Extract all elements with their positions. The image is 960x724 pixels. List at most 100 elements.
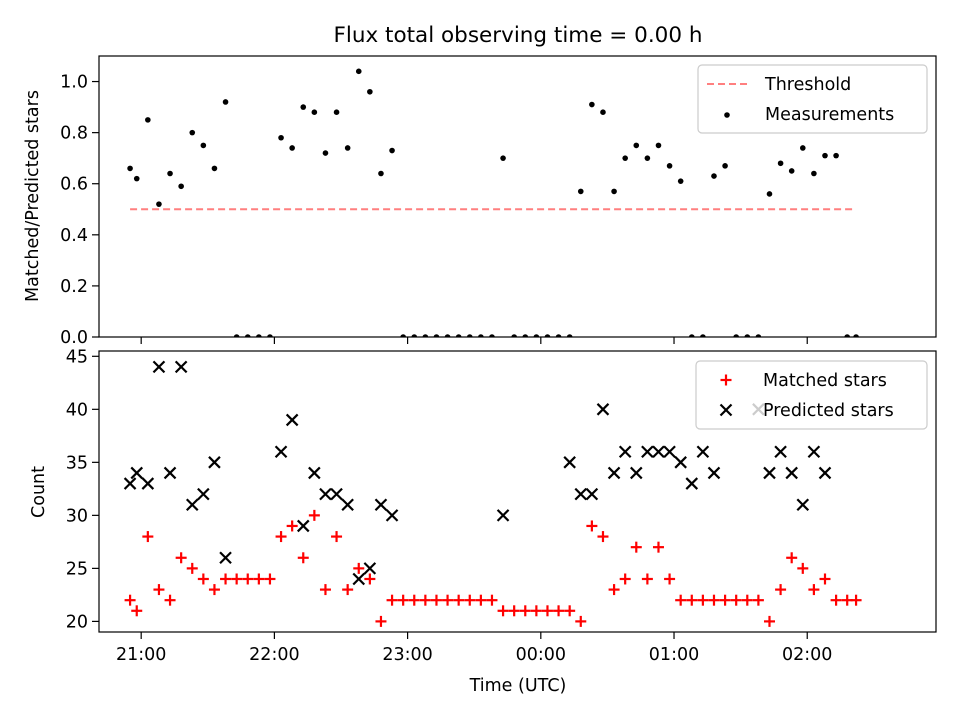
matched-star-point bbox=[231, 573, 243, 585]
bottom-legend-box bbox=[695, 360, 928, 430]
matched-star-point bbox=[819, 573, 831, 585]
matched-star-point bbox=[419, 594, 431, 606]
matched-star-point bbox=[124, 594, 136, 606]
matched-star-point bbox=[364, 573, 376, 585]
top-legend-box bbox=[697, 64, 928, 134]
predicted-star-point bbox=[563, 456, 576, 469]
measurement-point bbox=[522, 334, 529, 337]
top-plot-area bbox=[127, 68, 859, 337]
matched-star-point bbox=[175, 552, 187, 564]
matched-star-point bbox=[619, 573, 631, 585]
matched-star-point bbox=[475, 594, 487, 606]
matched-star-point bbox=[775, 584, 787, 596]
measurement-point bbox=[566, 334, 573, 337]
predicted-star-point bbox=[696, 445, 710, 459]
bottom-x-ticks: 21:00 22:00 23:00 00:00 01:00 02:00 bbox=[116, 632, 832, 665]
bottom-y-tick-label: 20 bbox=[66, 612, 88, 632]
predicted-star-point bbox=[630, 466, 643, 480]
predicted-star-point bbox=[123, 477, 137, 490]
top-legend: Threshold Measurements bbox=[697, 64, 928, 134]
legend-measurements-swatch bbox=[724, 112, 730, 118]
measurement-point bbox=[544, 334, 551, 337]
matched-star-point bbox=[375, 615, 387, 627]
predicted-star-point bbox=[308, 466, 321, 480]
matched-star-point bbox=[786, 552, 798, 564]
matched-star-point bbox=[264, 573, 276, 585]
measurement-point bbox=[311, 109, 318, 115]
measurement-point bbox=[500, 155, 506, 161]
measurement-point bbox=[200, 142, 207, 149]
top-y-tick-label: 0.8 bbox=[60, 124, 88, 144]
matched-star-point bbox=[575, 615, 587, 627]
top-x-ticks bbox=[140, 337, 808, 344]
bottom-y-tick-label: 25 bbox=[66, 559, 88, 579]
predicted-star-point bbox=[618, 445, 632, 459]
measurement-point bbox=[811, 170, 817, 177]
measurement-point bbox=[267, 334, 273, 337]
measurement-point bbox=[127, 165, 133, 172]
bottom-x-tick-label: 02:00 bbox=[782, 645, 832, 665]
matched-star-point bbox=[641, 573, 653, 585]
top-y-tick-label: 0.6 bbox=[60, 175, 88, 195]
legend-measurements-label: Measurements bbox=[765, 105, 894, 125]
measurement-point bbox=[211, 165, 218, 172]
predicted-star-point bbox=[785, 466, 798, 480]
predicted-star-point bbox=[763, 466, 776, 480]
matched-star-point bbox=[386, 594, 398, 606]
measurement-point bbox=[633, 142, 640, 149]
matched-star-point bbox=[319, 584, 331, 596]
measurement-point bbox=[511, 334, 517, 337]
top-y-tick-label: 0.2 bbox=[60, 277, 88, 297]
matched-star-point bbox=[286, 520, 298, 532]
measurement-point bbox=[844, 334, 850, 337]
measurement-point bbox=[389, 147, 395, 154]
top-y-tick-label: 0.0 bbox=[60, 328, 88, 348]
predicted-star-point bbox=[374, 498, 388, 512]
measurement-point bbox=[367, 88, 373, 95]
measurement-point bbox=[422, 334, 429, 337]
bottom-y-axis-label: Count bbox=[29, 466, 49, 518]
measurement-point bbox=[433, 334, 440, 337]
matched-star-point bbox=[464, 594, 476, 606]
measurement-point bbox=[788, 168, 795, 174]
matched-star-point bbox=[541, 605, 553, 617]
matched-star-point bbox=[519, 605, 531, 617]
top-axes-frame bbox=[98, 55, 937, 338]
predicted-star-point bbox=[663, 445, 676, 459]
measurement-point bbox=[853, 334, 859, 337]
measurement-point bbox=[156, 201, 162, 207]
predicted-star-point bbox=[796, 498, 810, 512]
predicted-star-point bbox=[641, 445, 654, 459]
predicted-star-point bbox=[674, 456, 687, 469]
bottom-panel: 20 25 30 35 40 45 21:00 22:00 23:00 00:00 01:00 02… bbox=[29, 347, 937, 696]
top-panel: 0.0 0.2 0.4 0.6 0.8 1.0 Matched/Predicted sta… bbox=[23, 55, 937, 348]
matched-star-point bbox=[797, 562, 809, 574]
measurement-point bbox=[222, 99, 229, 105]
bottom-x-tick-label: 22:00 bbox=[249, 645, 299, 665]
measurement-point bbox=[189, 129, 196, 136]
measurement-point bbox=[822, 152, 828, 159]
measurement-point bbox=[777, 160, 784, 167]
predicted-star-point bbox=[685, 477, 699, 490]
measurement-point bbox=[133, 175, 140, 182]
predicted-star-point bbox=[596, 403, 610, 416]
measurement-point bbox=[478, 334, 484, 337]
top-y-axis-label: Matched/Predicted stars bbox=[23, 90, 43, 302]
matched-star-point bbox=[675, 594, 687, 606]
predicted-star-point bbox=[152, 360, 166, 374]
measurement-point bbox=[466, 334, 473, 337]
measurement-point bbox=[711, 173, 717, 179]
measurement-point bbox=[489, 334, 495, 337]
matched-star-point bbox=[220, 573, 232, 585]
predicted-star-point bbox=[163, 466, 177, 480]
legend-predicted-swatch bbox=[719, 403, 733, 417]
measurement-point bbox=[444, 334, 451, 337]
matched-star-point bbox=[242, 573, 254, 585]
matched-star-point bbox=[353, 562, 365, 574]
measurement-point bbox=[289, 145, 295, 151]
top-y-tick-label: 0.4 bbox=[60, 226, 88, 246]
matched-star-point bbox=[297, 552, 309, 564]
measurement-point bbox=[278, 134, 284, 141]
predicted-star-point bbox=[363, 562, 377, 575]
